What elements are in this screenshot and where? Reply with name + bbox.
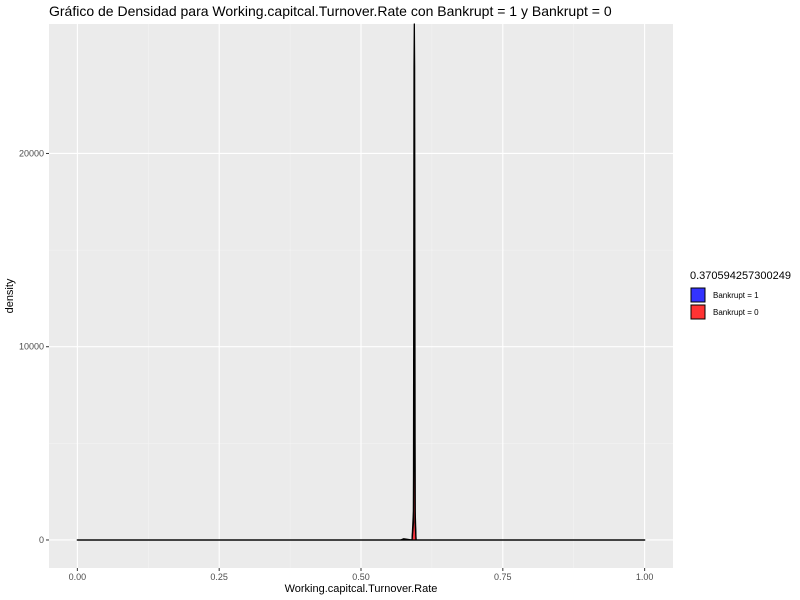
- density-series: [76, 23, 646, 541]
- y-axis: 0 10000 20000: [19, 148, 49, 545]
- chart-title: Gráfico de Densidad para Working.capitca…: [49, 3, 612, 19]
- legend-swatch-bankrupt-1: [690, 287, 706, 303]
- grid-lines: [49, 24, 673, 568]
- legend-label-bankrupt-0: Bankrupt = 0: [713, 308, 759, 317]
- x-tick-label: 0.50: [352, 572, 370, 582]
- x-axis-title: Working.capitcal.Turnover.Rate: [285, 583, 438, 595]
- legend: 0.370594257300249 Bankrupt = 1 Bankrupt …: [690, 270, 791, 320]
- x-tick-label: 0.75: [494, 572, 512, 582]
- x-axis: 0.00 0.25 0.50 0.75 1.00: [69, 568, 654, 582]
- density-area-bankrupt-0: [76, 357, 646, 541]
- legend-title: 0.370594257300249: [690, 270, 791, 282]
- x-tick-label: 1.00: [636, 572, 654, 582]
- x-tick-label: 0.25: [210, 572, 228, 582]
- x-tick-label: 0.00: [69, 572, 87, 582]
- y-tick-label: 0: [39, 535, 44, 545]
- legend-swatch-bankrupt-0: [690, 304, 706, 320]
- y-tick-label: 10000: [19, 342, 44, 352]
- y-axis-title: density: [4, 278, 16, 313]
- legend-label-bankrupt-1: Bankrupt = 1: [713, 291, 759, 300]
- y-tick-label: 20000: [19, 148, 44, 158]
